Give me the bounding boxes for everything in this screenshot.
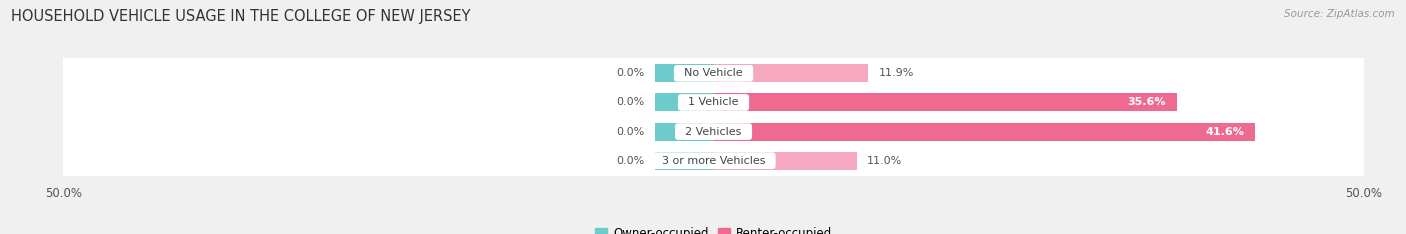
Bar — [713, 64, 869, 82]
Text: 0.0%: 0.0% — [616, 127, 644, 137]
Text: No Vehicle: No Vehicle — [678, 68, 749, 78]
Text: 35.6%: 35.6% — [1128, 97, 1166, 107]
Text: 0.0%: 0.0% — [616, 156, 644, 166]
Bar — [713, 123, 1254, 141]
Bar — [63, 145, 1364, 176]
Bar — [63, 58, 1364, 89]
Bar — [655, 123, 713, 141]
Text: 0.0%: 0.0% — [616, 68, 644, 78]
Text: Source: ZipAtlas.com: Source: ZipAtlas.com — [1284, 9, 1395, 19]
Text: 2 Vehicles: 2 Vehicles — [678, 127, 749, 137]
Text: 41.6%: 41.6% — [1205, 127, 1244, 137]
Bar — [713, 152, 856, 170]
Bar — [63, 87, 1364, 118]
Text: 0.0%: 0.0% — [616, 97, 644, 107]
Text: 1 Vehicle: 1 Vehicle — [682, 97, 745, 107]
Text: 11.0%: 11.0% — [868, 156, 903, 166]
Legend: Owner-occupied, Renter-occupied: Owner-occupied, Renter-occupied — [591, 222, 837, 234]
Bar — [655, 64, 713, 82]
Bar — [655, 152, 713, 170]
Text: 11.9%: 11.9% — [879, 68, 914, 78]
Bar — [63, 116, 1364, 147]
Text: 3 or more Vehicles: 3 or more Vehicles — [655, 156, 772, 166]
Text: HOUSEHOLD VEHICLE USAGE IN THE COLLEGE OF NEW JERSEY: HOUSEHOLD VEHICLE USAGE IN THE COLLEGE O… — [11, 9, 471, 24]
Bar — [713, 93, 1177, 111]
Bar — [655, 93, 713, 111]
